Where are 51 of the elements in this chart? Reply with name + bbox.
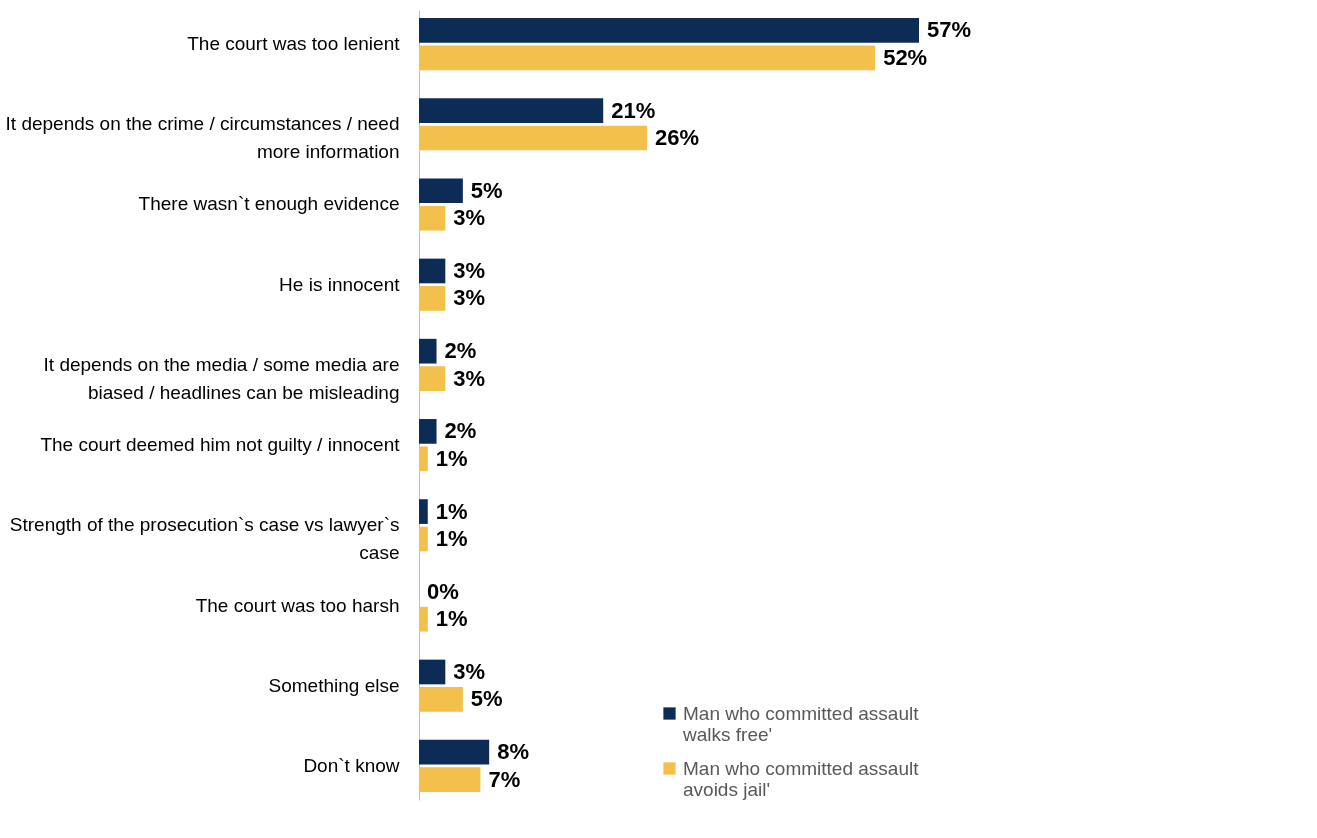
bar (419, 526, 428, 552)
data-label: 52% (883, 44, 928, 70)
bar (419, 98, 604, 123)
bar (419, 286, 446, 311)
bar (419, 606, 428, 632)
bar (419, 338, 437, 364)
data-label: 0% (427, 578, 459, 604)
bar (419, 258, 446, 284)
bar (419, 446, 428, 472)
bar (419, 419, 437, 444)
y-tick-label: He is innocent (279, 273, 401, 295)
data-label: 3% (453, 205, 486, 231)
bar (419, 366, 446, 391)
data-label: 26% (655, 125, 700, 151)
data-label: 8% (497, 739, 529, 765)
data-label: 1% (435, 445, 468, 471)
bar (419, 659, 446, 685)
bar (419, 767, 481, 792)
legend-label: Man who committed assault avoids jail' (683, 757, 920, 800)
data-label: 3% (453, 257, 486, 283)
y-tick-label: Something else (268, 674, 400, 696)
bar (419, 18, 919, 43)
y-tick-label: There wasn`t enough evidence (138, 193, 400, 215)
data-label: 3% (453, 285, 486, 311)
data-label: 21% (611, 97, 656, 123)
data-label: 7% (488, 766, 521, 792)
data-label: 2% (444, 338, 477, 364)
bar (419, 125, 648, 151)
data-label: 1% (435, 606, 468, 632)
bar (419, 499, 428, 524)
y-tick-label: The court was too harsh (195, 594, 400, 616)
data-label: 3% (453, 658, 486, 684)
bar (419, 739, 490, 765)
bar (419, 205, 446, 231)
data-label: 1% (435, 498, 468, 524)
data-label: 5% (470, 686, 503, 712)
y-tick-label: The court was too lenient (187, 33, 401, 55)
bar (419, 178, 463, 204)
data-label: 3% (453, 365, 486, 391)
y-tick-label: The court deemed him not guilty / innocent (40, 434, 401, 456)
bar (419, 687, 463, 712)
y-tick-label: It depends on the crime / circumstances / need more information (5, 113, 400, 163)
data-label: 2% (444, 418, 477, 444)
y-tick-label: It depends on the media / some media are biased / headlines can be misleading (43, 353, 400, 403)
legend-label: Man who committed assault walks free' (682, 702, 920, 745)
data-label: 1% (435, 526, 468, 552)
y-tick-label: Strength of the prosecution`s case vs lawyer`s case (9, 514, 400, 564)
y-tick-label: Don`t know (303, 754, 400, 776)
data-label: 57% (927, 17, 972, 43)
bar (419, 45, 876, 71)
data-label: 5% (470, 177, 503, 203)
